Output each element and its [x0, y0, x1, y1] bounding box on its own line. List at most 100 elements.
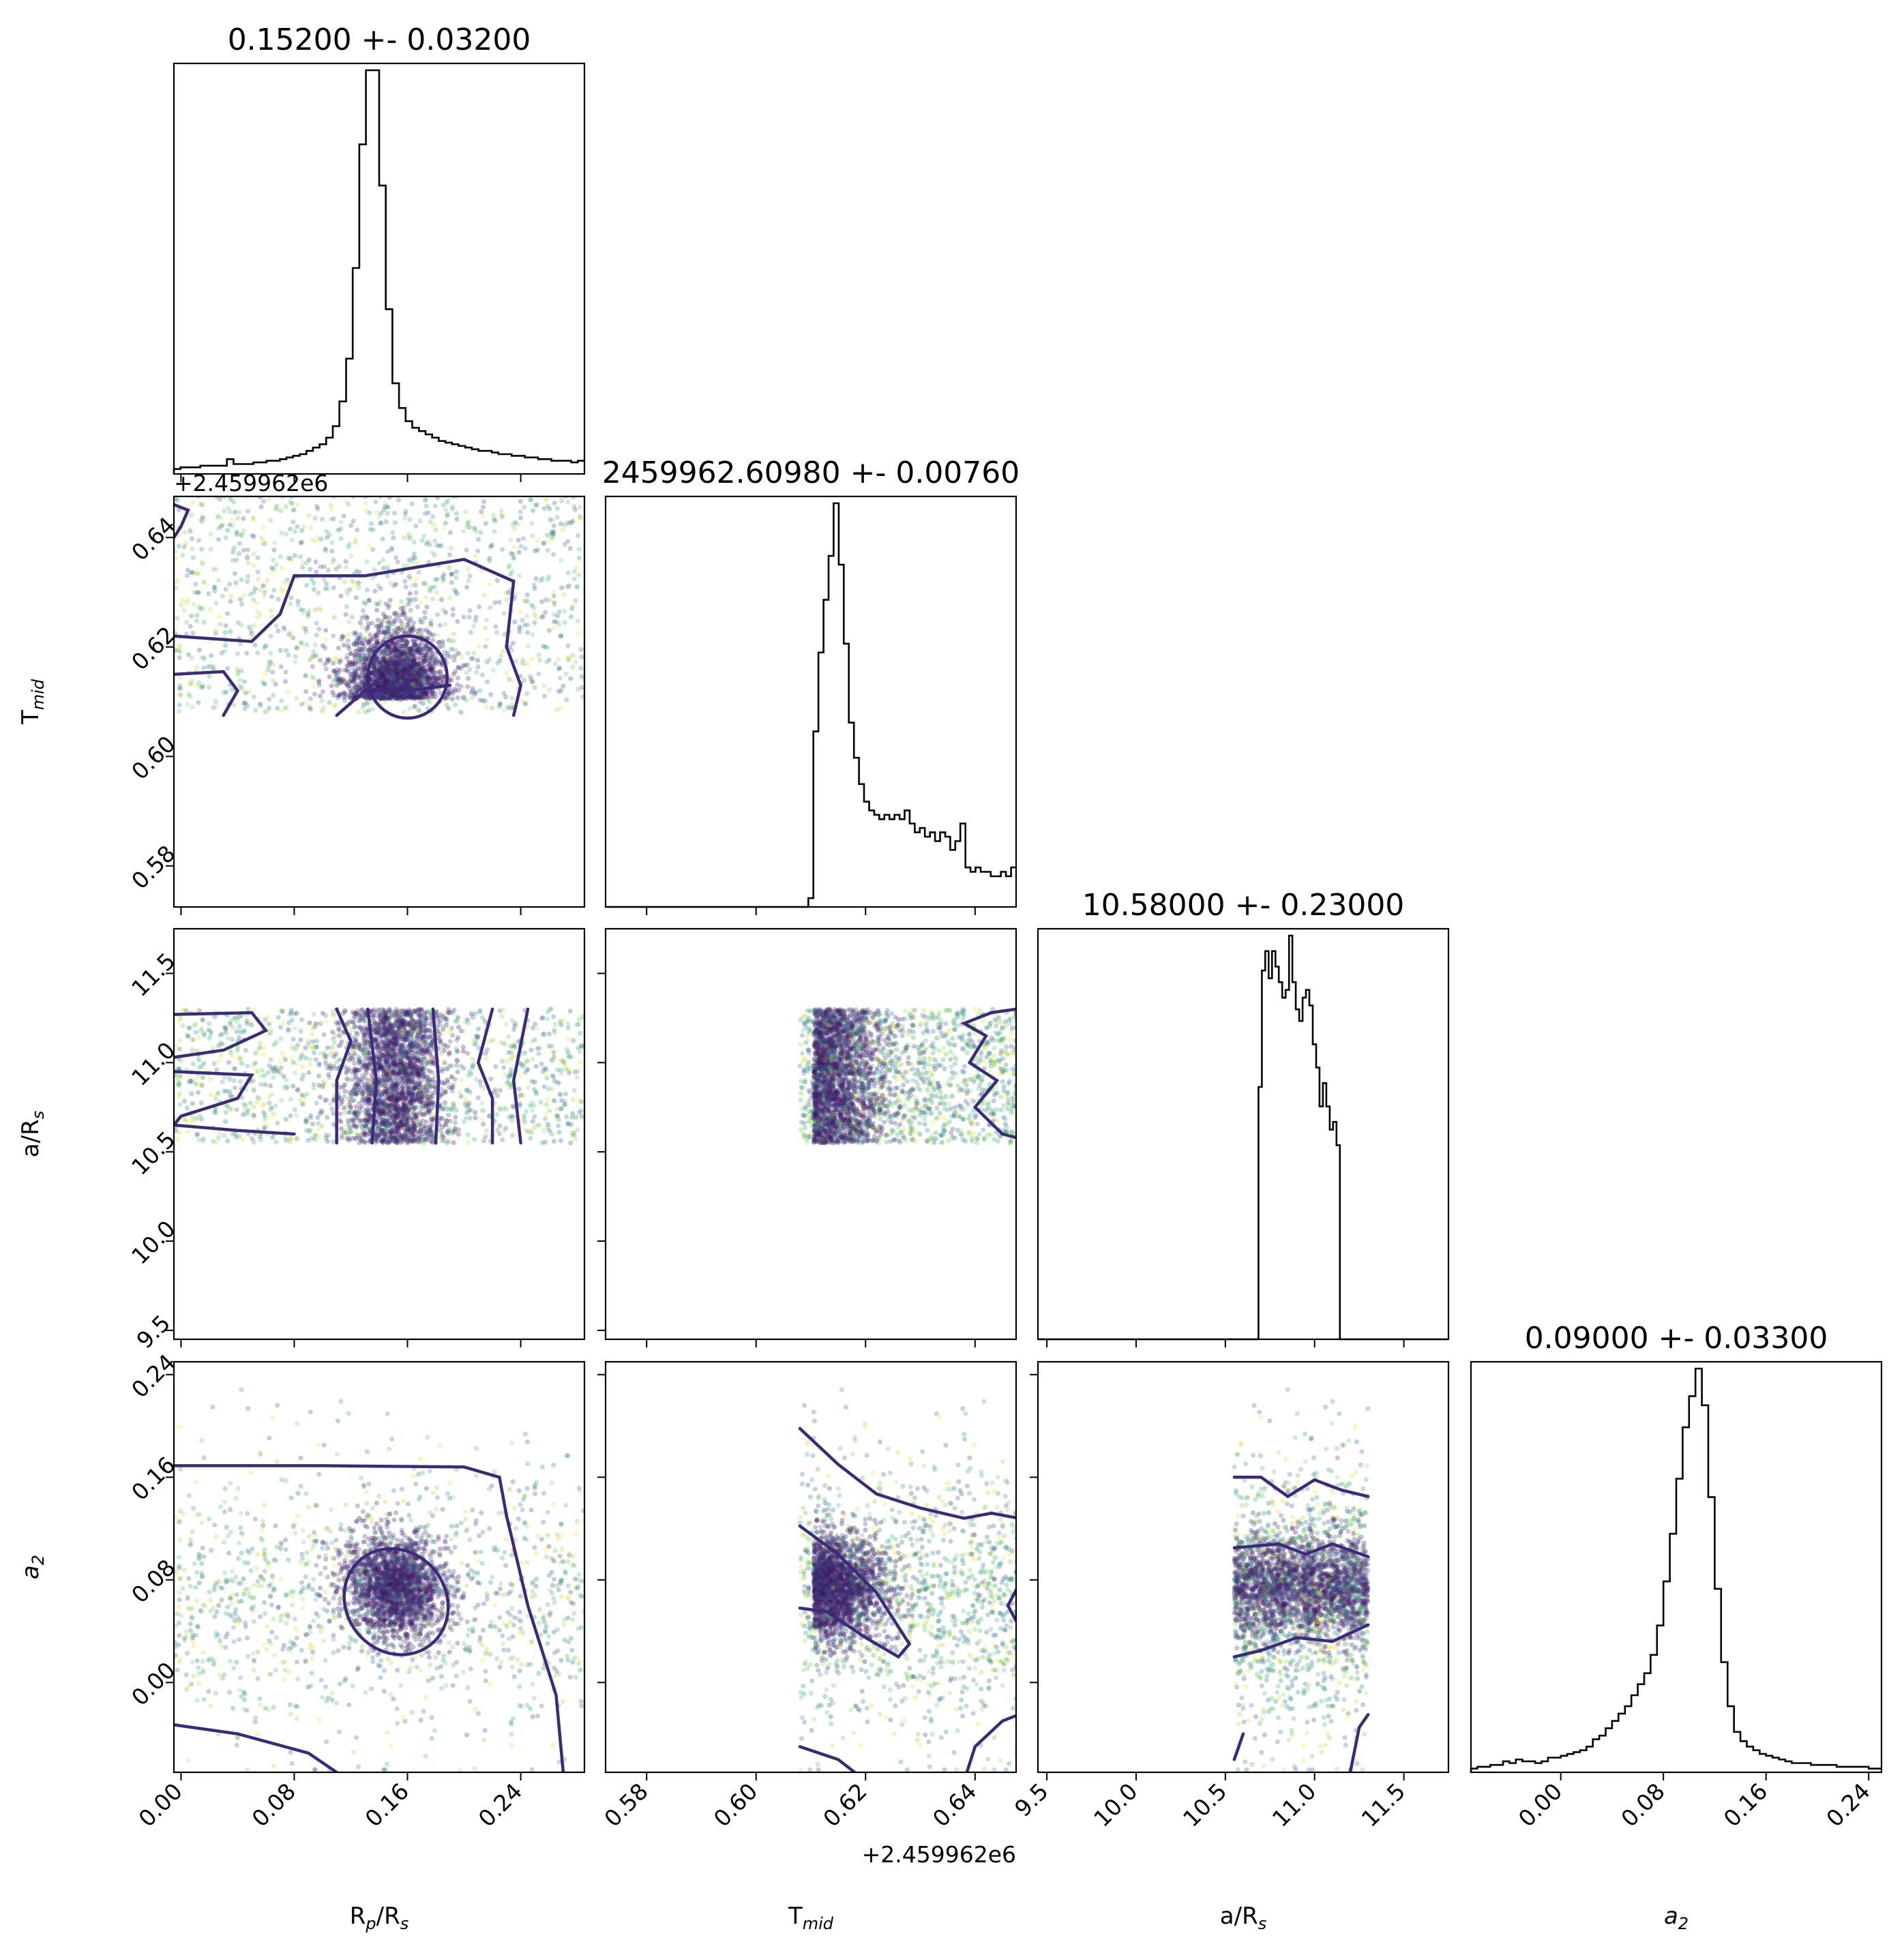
sample-point [490, 705, 495, 711]
sample-point [262, 681, 267, 687]
sample-point [364, 635, 370, 640]
sample-point [406, 651, 412, 657]
sample-point [426, 674, 432, 681]
sample-point [532, 1037, 537, 1043]
sample-point [398, 625, 404, 631]
sample-point [399, 653, 405, 658]
sample-point [392, 693, 398, 698]
sample-point [400, 662, 406, 668]
sample-point [496, 704, 502, 710]
sample-point [389, 1127, 396, 1133]
sample-point [355, 1110, 361, 1116]
sample-point [411, 653, 417, 659]
sample-point [287, 499, 293, 505]
sample-point [386, 1024, 392, 1029]
sample-point [378, 695, 385, 700]
sample-point [382, 1011, 387, 1017]
sample-point [193, 582, 198, 587]
sample-point [353, 1124, 359, 1130]
sample-point [546, 1043, 552, 1049]
sample-point [422, 1129, 428, 1135]
sample-point [422, 670, 428, 675]
sample-point [400, 1107, 405, 1112]
sample-point [410, 1037, 415, 1043]
sample-point [388, 684, 394, 689]
sample-point [356, 709, 361, 715]
sample-point [419, 674, 424, 680]
sample-point [189, 536, 194, 541]
sample-point [387, 670, 393, 676]
sample-point [284, 1077, 289, 1083]
sample-point [394, 694, 400, 700]
sample-point [373, 680, 378, 685]
sample-point [532, 548, 538, 554]
sample-point [391, 641, 396, 646]
sample-point [362, 685, 368, 690]
sample-point [378, 694, 384, 699]
sample-point [398, 691, 404, 697]
sample-point [390, 684, 396, 689]
sample-point [386, 678, 392, 683]
sample-point [497, 1123, 503, 1129]
sample-point [268, 651, 273, 656]
sample-point [374, 681, 380, 687]
sample-point [400, 682, 406, 687]
sample-point [484, 1128, 490, 1133]
sample-point [417, 1091, 423, 1097]
sample-point [347, 1125, 353, 1131]
sample-point [194, 571, 200, 576]
sample-point [447, 1127, 452, 1133]
sample-point [363, 657, 369, 662]
sample-point [429, 689, 434, 694]
sample-point [351, 1118, 356, 1123]
sample-point [399, 1034, 404, 1039]
sample-point [323, 547, 328, 552]
sample-point [341, 513, 346, 519]
sample-point [404, 695, 410, 700]
sample-point [430, 668, 435, 674]
sample-point [405, 1011, 411, 1016]
sample-point [411, 539, 417, 545]
sample-point [403, 667, 409, 672]
sample-point [222, 1025, 227, 1030]
sample-point [372, 664, 378, 669]
sample-point [342, 695, 347, 700]
sample-point [186, 1025, 192, 1031]
sample-point [268, 608, 273, 614]
sample-point [548, 517, 553, 522]
sample-point [554, 514, 560, 520]
sample-point [278, 508, 284, 513]
sample-point [556, 657, 561, 662]
sample-point [391, 1022, 397, 1027]
sample-point [556, 609, 562, 614]
sample-point [417, 680, 423, 686]
sample-point [351, 662, 356, 668]
sample-point [418, 1019, 424, 1025]
sample-point [447, 552, 452, 558]
sample-point [455, 618, 460, 625]
sample-point [307, 705, 312, 711]
sample-point [406, 1080, 412, 1086]
sample-point [238, 533, 243, 539]
sample-point [228, 1107, 233, 1112]
sample-point [396, 694, 402, 699]
sample-point [216, 614, 222, 619]
sample-point [393, 695, 398, 700]
sample-point [575, 687, 581, 692]
sample-point [375, 684, 381, 690]
sample-point [201, 579, 207, 585]
sample-point [362, 683, 368, 689]
sample-point [414, 677, 419, 683]
sample-point [379, 1103, 385, 1108]
sample-point [537, 1045, 543, 1051]
sample-point [223, 535, 228, 541]
sample-point [558, 633, 564, 639]
sample-point [321, 577, 327, 582]
sample-point [397, 646, 402, 652]
sample-point [177, 675, 183, 681]
sample-point [418, 668, 423, 673]
sample-point [353, 686, 359, 691]
sample-point [446, 637, 451, 642]
sample-point [389, 1030, 396, 1035]
sample-point [415, 1050, 420, 1056]
